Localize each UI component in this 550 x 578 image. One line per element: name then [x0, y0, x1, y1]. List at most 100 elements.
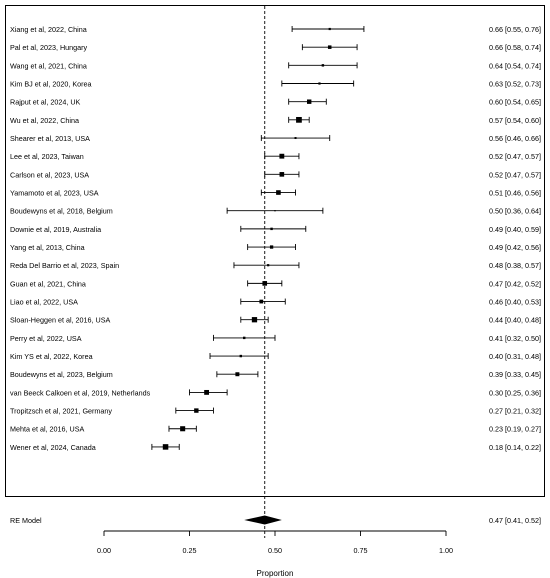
ci-text: 0.18 [0.14, 0.22]: [489, 443, 541, 452]
study-label: Lee et al, 2023, Taiwan: [10, 152, 84, 161]
study-row: Tropitzsch et al, 2021, Germany 0.27 [0.2…: [10, 407, 541, 416]
point-estimate: [328, 27, 331, 31]
ci-text: 0.56 [0.46, 0.66]: [489, 134, 541, 143]
study-row: Reda Del Barrio et al, 2023, Spain 0.48 […: [10, 261, 541, 270]
point-estimate: [276, 190, 281, 195]
point-estimate: [180, 426, 186, 432]
study-label: Yang et al, 2013, China: [10, 243, 85, 252]
point-estimate: [194, 408, 199, 413]
point-estimate: [259, 299, 264, 304]
point-estimate: [294, 137, 297, 140]
ci-text: 0.47 [0.42, 0.52]: [489, 279, 541, 288]
ci-text: 0.64 [0.54, 0.74]: [489, 61, 541, 70]
ci-text: 0.49 [0.40, 0.59]: [489, 225, 541, 234]
point-estimate: [269, 245, 274, 249]
study-label: Boudewyns et al, 2023, Belgium: [10, 370, 113, 379]
study-row: Perry et al, 2022, USA 0.41 [0.32, 0.50]: [10, 334, 541, 343]
study-row: Rajput et al, 2024, UK 0.60 [0.54, 0.65]: [10, 98, 541, 107]
study-label: Wener et al, 2024, Canada: [10, 443, 96, 452]
ci-text: 0.52 [0.47, 0.57]: [489, 170, 541, 179]
study-row: Wu et al, 2022, China 0.57 [0.54, 0.60]: [10, 116, 541, 125]
study-label: Carlson et al, 2023, USA: [10, 170, 89, 179]
point-estimate: [279, 172, 285, 177]
point-estimate: [318, 82, 321, 85]
point-estimate: [262, 281, 268, 286]
point-estimate: [321, 64, 325, 67]
study-label: Rajput et al, 2024, UK: [10, 98, 81, 107]
study-row: van Beeck Calkoen et al, 2019, Netherlan…: [10, 388, 541, 397]
study-label: Xiang et al, 2022, China: [10, 25, 87, 34]
summary-row: RE Model 0.47 [0.41, 0.52]: [10, 515, 541, 525]
ci-text: 0.39 [0.33, 0.45]: [489, 370, 541, 379]
study-row: Boudewyns et al, 2018, Belgium 0.50 [0.36…: [10, 207, 541, 216]
study-label: Tropitzsch et al, 2021, Germany: [10, 407, 112, 416]
x-axis-label: Proportion: [257, 569, 294, 578]
study-row: Guan et al, 2021, China 0.47 [0.42, 0.52]: [10, 279, 541, 288]
point-estimate: [251, 317, 258, 323]
study-label: Pal et al, 2023, Hungary: [10, 43, 88, 52]
x-tick-label: 1.00: [439, 546, 453, 555]
point-estimate: [327, 45, 332, 49]
ci-text: 0.30 [0.25, 0.36]: [489, 388, 541, 397]
summary-diamond: [244, 515, 282, 525]
ci-text: 0.48 [0.38, 0.57]: [489, 261, 541, 270]
point-estimate: [235, 372, 240, 377]
ci-text: 0.52 [0.47, 0.57]: [489, 152, 541, 161]
study-label: Reda Del Barrio et al, 2023, Spain: [10, 261, 119, 270]
ci-text: 0.46 [0.40, 0.53]: [489, 298, 541, 307]
study-row: Kim BJ et al, 2020, Korea 0.63 [0.52, 0.7…: [10, 80, 541, 89]
point-estimate: [279, 153, 285, 159]
ci-text: 0.50 [0.36, 0.64]: [489, 207, 541, 216]
study-row: Downie et al, 2019, Australia 0.49 [0.40,…: [10, 225, 541, 234]
x-tick-label: 0.25: [183, 546, 197, 555]
study-rows: Xiang et al, 2022, China 0.66 [0.55, 0.76…: [10, 25, 541, 452]
study-label: Boudewyns et al, 2018, Belgium: [10, 207, 113, 216]
x-tick-label: 0.00: [97, 546, 111, 555]
ci-text: 0.66 [0.58, 0.74]: [489, 43, 541, 52]
study-label: Sloan-Heggen et al, 2016, USA: [10, 316, 110, 325]
study-label: Downie et al, 2019, Australia: [10, 225, 101, 234]
point-estimate: [270, 227, 273, 231]
x-axis: 0.00 0.25 0.50 0.75 1.00: [97, 530, 453, 555]
study-row: Sloan-Heggen et al, 2016, USA 0.44 [0.40,…: [10, 316, 541, 325]
study-label: Guan et al, 2021, China: [10, 279, 86, 288]
ci-text: 0.44 [0.40, 0.48]: [489, 316, 541, 325]
study-row: Boudewyns et al, 2023, Belgium 0.39 [0.33…: [10, 370, 541, 379]
study-label: Liao et al, 2022, USA: [10, 298, 78, 307]
study-label: Kim BJ et al, 2020, Korea: [10, 80, 92, 89]
point-estimate: [307, 99, 312, 104]
study-row: Yamamoto et al, 2023, USA 0.51 [0.46, 0.5…: [10, 189, 541, 198]
ci-text: 0.63 [0.52, 0.73]: [489, 80, 541, 89]
study-label: Mehta et al, 2016, USA: [10, 425, 85, 434]
study-row: Wener et al, 2024, Canada 0.18 [0.14, 0.2…: [10, 443, 541, 452]
study-row: Shearer et al, 2013, USA 0.56 [0.46, 0.66…: [10, 134, 541, 143]
study-row: Kim YS et al, 2022, Korea 0.40 [0.31, 0.4…: [10, 352, 541, 361]
ci-text: 0.66 [0.55, 0.76]: [489, 25, 541, 34]
point-estimate: [243, 336, 246, 340]
study-row: Xiang et al, 2022, China 0.66 [0.55, 0.76…: [10, 25, 541, 34]
study-row: Mehta et al, 2016, USA 0.23 [0.19, 0.27]: [10, 425, 541, 434]
x-tick-label: 0.75: [354, 546, 368, 555]
x-tick-label: 0.50: [268, 546, 282, 555]
study-label: Wu et al, 2022, China: [10, 116, 79, 125]
study-label: Kim YS et al, 2022, Korea: [10, 352, 93, 361]
study-label: Shearer et al, 2013, USA: [10, 134, 90, 143]
study-label: Wang et al, 2021, China: [10, 61, 87, 70]
ci-text: 0.23 [0.19, 0.27]: [489, 425, 541, 434]
study-row: Yang et al, 2013, China 0.49 [0.42, 0.56]: [10, 243, 541, 252]
study-row: Pal et al, 2023, Hungary 0.66 [0.58, 0.74…: [10, 43, 541, 52]
study-row: Liao et al, 2022, USA 0.46 [0.40, 0.53]: [10, 298, 541, 307]
ci-text: 0.60 [0.54, 0.65]: [489, 98, 541, 107]
ci-text: 0.40 [0.31, 0.48]: [489, 352, 541, 361]
study-row: Wang et al, 2021, China 0.64 [0.54, 0.74]: [10, 61, 541, 70]
ci-text: 0.51 [0.46, 0.56]: [489, 189, 541, 198]
study-label: Yamamoto et al, 2023, USA: [10, 189, 99, 198]
study-label: van Beeck Calkoen et al, 2019, Netherlan…: [10, 388, 151, 397]
summary-label: RE Model: [10, 516, 42, 525]
point-estimate: [204, 389, 210, 395]
study-row: Carlson et al, 2023, USA 0.52 [0.47, 0.57…: [10, 170, 541, 179]
ci-text: 0.57 [0.54, 0.60]: [489, 116, 541, 125]
study-label: Perry et al, 2022, USA: [10, 334, 82, 343]
point-estimate: [296, 116, 302, 123]
